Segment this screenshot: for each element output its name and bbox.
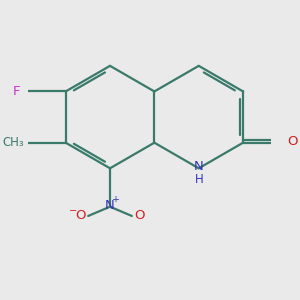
Text: N: N [105,199,115,212]
Text: O: O [288,135,298,148]
Text: F: F [13,85,21,98]
Text: O: O [134,209,144,223]
Text: +: + [112,195,120,204]
Text: −: − [69,206,78,216]
Text: O: O [76,209,86,223]
Text: H: H [195,172,204,185]
Text: CH₃: CH₃ [2,136,24,149]
Text: N: N [194,160,204,173]
